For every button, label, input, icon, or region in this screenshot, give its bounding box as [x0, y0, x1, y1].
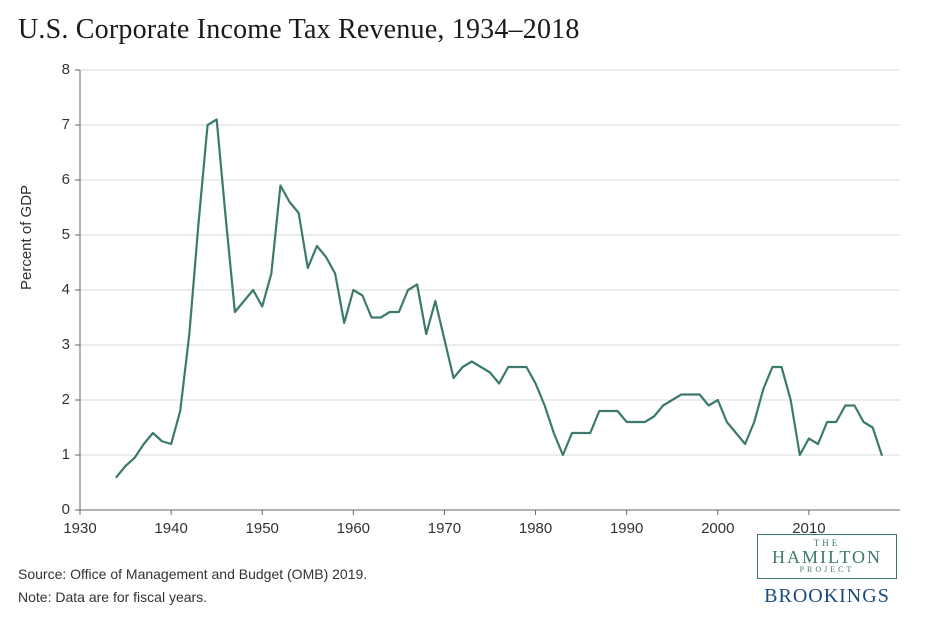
y-tick-label: 3	[62, 336, 70, 353]
y-tick-label: 5	[62, 226, 70, 243]
x-tick-label: 1990	[607, 520, 647, 537]
source-line: Source: Office of Management and Budget …	[18, 563, 367, 585]
footer-text: Source: Office of Management and Budget …	[18, 563, 367, 608]
y-tick-label: 6	[62, 171, 70, 188]
y-tick-label: 8	[62, 61, 70, 78]
hamilton-logo: THE HAMILTON PROJECT	[757, 534, 897, 579]
note-line: Note: Data are for fiscal years.	[18, 586, 367, 608]
logo-block: THE HAMILTON PROJECT BROOKINGS	[757, 534, 897, 608]
x-tick-label: 1940	[151, 520, 191, 537]
x-tick-label: 1970	[424, 520, 464, 537]
x-tick-label: 1980	[516, 520, 556, 537]
brookings-logo: BROOKINGS	[757, 585, 897, 608]
x-tick-label: 1950	[242, 520, 282, 537]
y-tick-label: 2	[62, 391, 70, 408]
y-tick-label: 0	[62, 501, 70, 518]
y-tick-label: 1	[62, 446, 70, 463]
x-tick-label: 1930	[60, 520, 100, 537]
y-tick-label: 4	[62, 281, 70, 298]
x-tick-label: 2000	[698, 520, 738, 537]
chart-container: U.S. Corporate Income Tax Revenue, 1934–…	[0, 0, 927, 626]
hamilton-main: HAMILTON	[772, 548, 882, 566]
chart-title: U.S. Corporate Income Tax Revenue, 1934–…	[18, 14, 580, 46]
y-tick-label: 7	[62, 116, 70, 133]
y-axis-label: Percent of GDP	[18, 185, 35, 290]
hamilton-project: PROJECT	[772, 566, 882, 574]
x-tick-label: 1960	[333, 520, 373, 537]
line-chart	[80, 70, 900, 510]
